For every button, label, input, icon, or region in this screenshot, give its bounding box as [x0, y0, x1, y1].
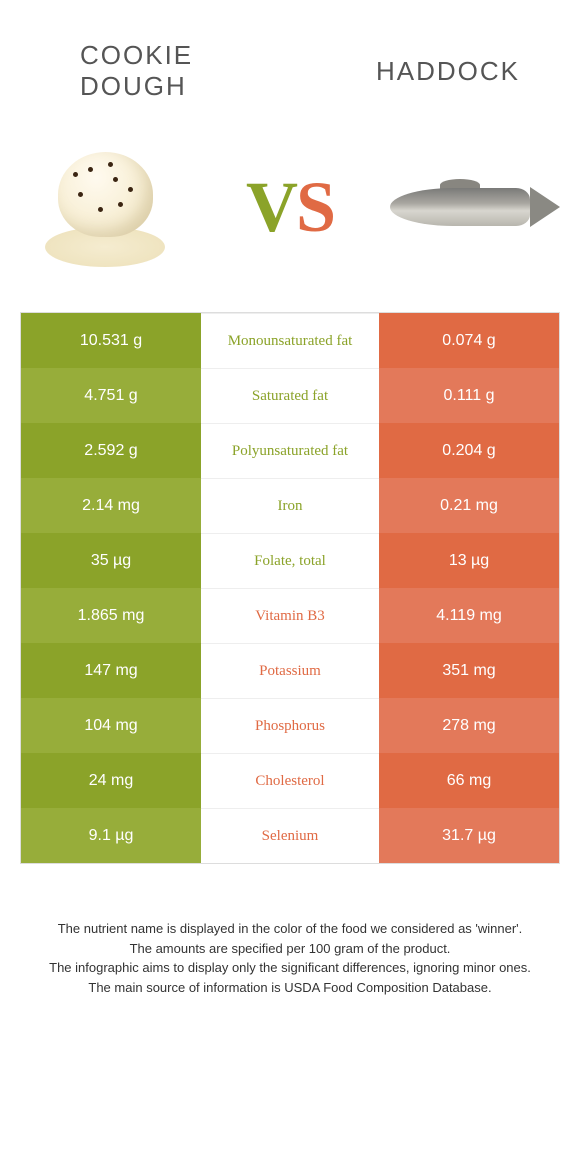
images-row: VS — [0, 122, 580, 312]
value-left: 24 mg — [21, 753, 201, 808]
value-left: 35 µg — [21, 533, 201, 588]
value-right: 4.119 mg — [379, 588, 559, 643]
nutrient-label: Phosphorus — [201, 698, 379, 753]
table-row: 2.592 gPolyunsaturated fat0.204 g — [21, 423, 559, 478]
nutrient-label: Vitamin B3 — [201, 588, 379, 643]
vs-s: S — [296, 167, 334, 247]
table-row: 35 µgFolate, total13 µg — [21, 533, 559, 588]
footer-line3: The infographic aims to display only the… — [40, 958, 540, 978]
value-right: 13 µg — [379, 533, 559, 588]
value-left: 2.14 mg — [21, 478, 201, 533]
nutrient-label: Monounsaturated fat — [201, 313, 379, 368]
value-left: 4.751 g — [21, 368, 201, 423]
footer-line1: The nutrient name is displayed in the co… — [40, 919, 540, 939]
title-left-line1: Cookie — [80, 40, 193, 71]
nutrient-label: Folate, total — [201, 533, 379, 588]
table-row: 10.531 gMonounsaturated fat0.074 g — [21, 313, 559, 368]
nutrient-label: Polyunsaturated fat — [201, 423, 379, 478]
value-left: 147 mg — [21, 643, 201, 698]
table-row: 2.14 mgIron0.21 mg — [21, 478, 559, 533]
value-left: 104 mg — [21, 698, 201, 753]
value-right: 351 mg — [379, 643, 559, 698]
value-right: 0.21 mg — [379, 478, 559, 533]
nutrient-label: Cholesterol — [201, 753, 379, 808]
title-left: Cookie dough — [80, 40, 193, 102]
value-right: 278 mg — [379, 698, 559, 753]
value-right: 66 mg — [379, 753, 559, 808]
value-left: 1.865 mg — [21, 588, 201, 643]
value-right: 0.204 g — [379, 423, 559, 478]
vs-label: VS — [246, 166, 334, 249]
table-row: 1.865 mgVitamin B34.119 mg — [21, 588, 559, 643]
table-row: 147 mgPotassium351 mg — [21, 643, 559, 698]
vs-v: V — [246, 167, 296, 247]
nutrient-table: 10.531 gMonounsaturated fat0.074 g4.751 … — [20, 312, 560, 864]
footer-line2: The amounts are specified per 100 gram o… — [40, 939, 540, 959]
nutrient-label: Potassium — [201, 643, 379, 698]
value-right: 0.074 g — [379, 313, 559, 368]
title-left-line2: dough — [80, 71, 193, 102]
table-row: 9.1 µgSelenium31.7 µg — [21, 808, 559, 863]
title-right: Haddock — [376, 56, 520, 87]
value-right: 31.7 µg — [379, 808, 559, 863]
value-left: 10.531 g — [21, 313, 201, 368]
header: Cookie dough Haddock — [0, 0, 580, 122]
nutrient-label: Saturated fat — [201, 368, 379, 423]
cookie-dough-image — [20, 142, 190, 272]
footer: The nutrient name is displayed in the co… — [0, 864, 580, 1017]
table-row: 104 mgPhosphorus278 mg — [21, 698, 559, 753]
footer-line4: The main source of information is USDA F… — [40, 978, 540, 998]
nutrient-label: Iron — [201, 478, 379, 533]
nutrient-label: Selenium — [201, 808, 379, 863]
haddock-image — [390, 142, 560, 272]
value-right: 0.111 g — [379, 368, 559, 423]
table-row: 4.751 gSaturated fat0.111 g — [21, 368, 559, 423]
value-left: 9.1 µg — [21, 808, 201, 863]
value-left: 2.592 g — [21, 423, 201, 478]
table-row: 24 mgCholesterol66 mg — [21, 753, 559, 808]
